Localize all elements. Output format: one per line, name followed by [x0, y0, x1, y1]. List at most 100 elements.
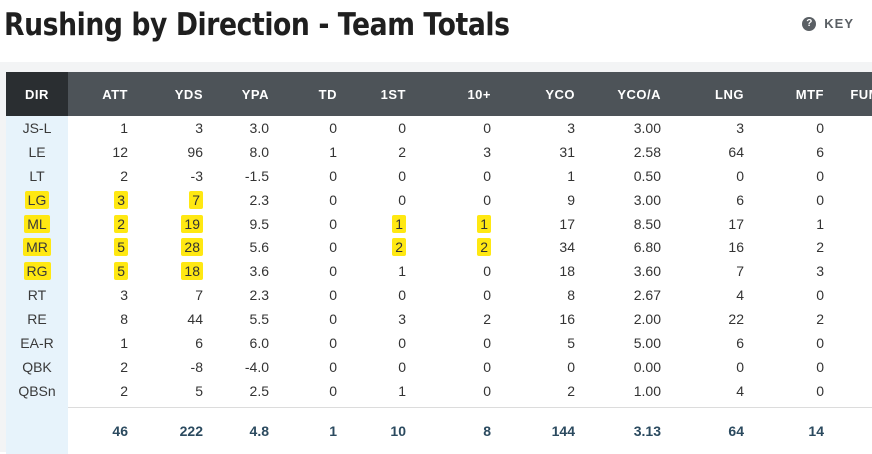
cell-value: 8	[567, 287, 575, 304]
cell-value: 6	[816, 143, 824, 160]
stat-cell: 3	[345, 307, 414, 331]
cell-value: 8.0	[249, 143, 269, 160]
cell-value: 6	[736, 191, 744, 208]
cell-value: 6.80	[633, 239, 661, 256]
cell-value: 3	[120, 287, 128, 304]
cell-value: 1	[120, 334, 128, 351]
stat-cell: 0	[832, 259, 872, 283]
column-header-td[interactable]: TD	[277, 72, 345, 116]
cell-value: 1	[398, 382, 406, 399]
cell-value: 3.00	[633, 119, 661, 136]
cell-value: 1	[120, 119, 128, 136]
cell-value: 8.50	[633, 215, 661, 232]
cell-value: 0	[483, 119, 491, 136]
cell-value: LE	[28, 143, 46, 160]
cell-value: 0	[329, 119, 337, 136]
cell-value: 0	[816, 287, 824, 304]
spacer-cell	[6, 402, 68, 408]
cell-value: 0	[483, 167, 491, 184]
stat-cell: 0	[414, 116, 499, 140]
column-header-fum[interactable]: FUM	[832, 72, 872, 116]
stat-cell: 2.3	[211, 188, 277, 212]
stat-cell: 3	[499, 116, 583, 140]
stat-cell: 0	[832, 164, 872, 188]
stat-cell: 5	[68, 235, 136, 259]
cell-value: 0	[329, 263, 337, 280]
stat-cell: 0	[277, 259, 345, 283]
cell-value: 3	[195, 119, 203, 136]
stat-cell: 1	[345, 379, 414, 403]
stat-cell: -4.0	[211, 355, 277, 379]
cell-value: 3	[483, 143, 491, 160]
cell-value: 44	[187, 311, 203, 328]
stat-cell: 0.50	[583, 164, 669, 188]
stat-cell: 2	[499, 379, 583, 403]
column-header-lng[interactable]: LNG	[669, 72, 752, 116]
stat-cell: 2	[68, 379, 136, 403]
stat-cell: 0	[832, 355, 872, 379]
stat-cell: 0	[414, 355, 499, 379]
stat-cell: 3.00	[583, 188, 669, 212]
stat-cell: 1	[832, 307, 872, 331]
column-header-1st[interactable]: 1ST	[345, 72, 414, 116]
column-header-ypa[interactable]: YPA	[211, 72, 277, 116]
cell-value: 0	[329, 215, 337, 232]
cell-value: 4	[736, 382, 744, 399]
key-button[interactable]: ? KEY	[802, 16, 854, 31]
stat-cell: 0	[414, 259, 499, 283]
cell-value: 0	[483, 334, 491, 351]
total-cell: 1	[277, 406, 345, 454]
stat-cell: 0	[345, 355, 414, 379]
stat-cell: 0	[669, 164, 752, 188]
stat-cell: 5	[68, 259, 136, 283]
total-cell: 10	[345, 406, 414, 454]
cell-value: 5	[567, 334, 575, 351]
highlighted-value: 2	[114, 214, 128, 233]
column-header-att[interactable]: ATT	[68, 72, 136, 116]
total-cell: 64	[669, 406, 752, 454]
stat-cell: 0	[752, 116, 832, 140]
stat-cell: 6.0	[211, 331, 277, 355]
direction-cell: ML	[6, 211, 68, 236]
highlighted-value: 2	[392, 238, 406, 257]
column-header-10[interactable]: 10+	[414, 72, 499, 116]
stat-cell: 0	[345, 164, 414, 188]
stat-cell: 0	[414, 379, 499, 403]
stat-cell: 0	[832, 379, 872, 403]
total-cell: 222	[136, 406, 211, 454]
stat-cell: 0	[414, 331, 499, 355]
total-cell: 3.13	[583, 406, 669, 454]
highlighted-value: 18	[181, 262, 203, 281]
stat-cell: 0	[752, 331, 832, 355]
stat-cell: 18	[499, 259, 583, 283]
stat-cell: 31	[499, 140, 583, 164]
cell-value: 8	[120, 311, 128, 328]
cell-value: 1	[329, 143, 337, 160]
stat-cell: 2	[68, 212, 136, 236]
column-header-yco-a[interactable]: YCO/A	[583, 72, 669, 116]
cell-value: 0	[329, 287, 337, 304]
cell-value: 0	[398, 358, 406, 375]
column-header-mtf[interactable]: MTF	[752, 72, 832, 116]
stat-cell: 5.5	[211, 307, 277, 331]
cell-value: 0	[329, 358, 337, 375]
cell-value: 0	[329, 382, 337, 399]
cell-value: 0	[329, 191, 337, 208]
stat-cell: 1.00	[583, 379, 669, 403]
column-header-dir[interactable]: DIR	[6, 72, 68, 116]
cell-value: 0	[483, 287, 491, 304]
cell-value: RE	[27, 311, 47, 328]
stat-cell: 0	[277, 235, 345, 259]
highlighted-value: RG	[23, 262, 51, 281]
column-header-yco[interactable]: YCO	[499, 72, 583, 116]
column-header-yds[interactable]: YDS	[136, 72, 211, 116]
stat-cell: 0	[277, 307, 345, 331]
total-cell: 1	[832, 406, 872, 454]
cell-value: 1.00	[633, 382, 661, 399]
cell-value: 1	[398, 263, 406, 280]
